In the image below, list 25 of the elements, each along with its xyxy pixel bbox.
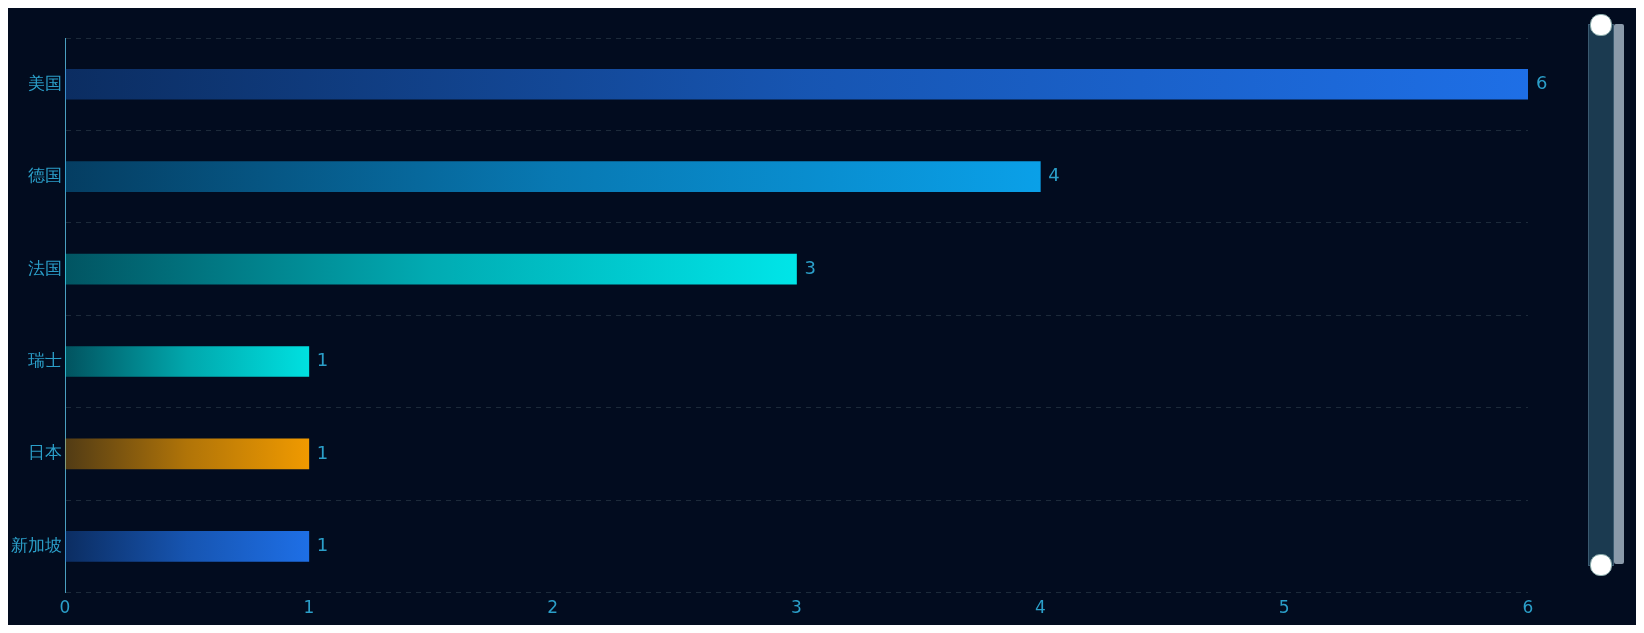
x-tick-label: 4 — [1034, 597, 1046, 618]
y-tick-label: 德国 — [28, 165, 62, 186]
y-tick-label: 日本 — [28, 442, 62, 463]
data-label: 1 — [316, 349, 329, 371]
bar — [65, 253, 797, 285]
data-label: 6 — [1536, 71, 1548, 93]
y-tick-label: 瑞士 — [28, 349, 62, 370]
bar — [65, 438, 310, 470]
x-tick-label: 1 — [303, 597, 315, 618]
data-label: 4 — [1048, 164, 1060, 186]
x-tick-label: 2 — [547, 597, 559, 618]
x-tick-label: 3 — [791, 597, 802, 618]
x-tick-label: 0 — [59, 597, 71, 618]
y-tick-label: 美国 — [28, 72, 62, 93]
y-tick-label: 法国 — [28, 257, 62, 278]
x-tick-label: 5 — [1278, 597, 1290, 618]
data-label: 3 — [804, 256, 816, 278]
bar — [65, 346, 310, 377]
data-label: 1 — [316, 534, 329, 556]
bar — [65, 531, 310, 562]
y-tick-label: 新加坡 — [11, 534, 62, 555]
bar — [65, 68, 1528, 100]
x-tick-label: 6 — [1522, 597, 1534, 618]
bar — [65, 161, 1041, 192]
data-label: 1 — [316, 441, 329, 463]
